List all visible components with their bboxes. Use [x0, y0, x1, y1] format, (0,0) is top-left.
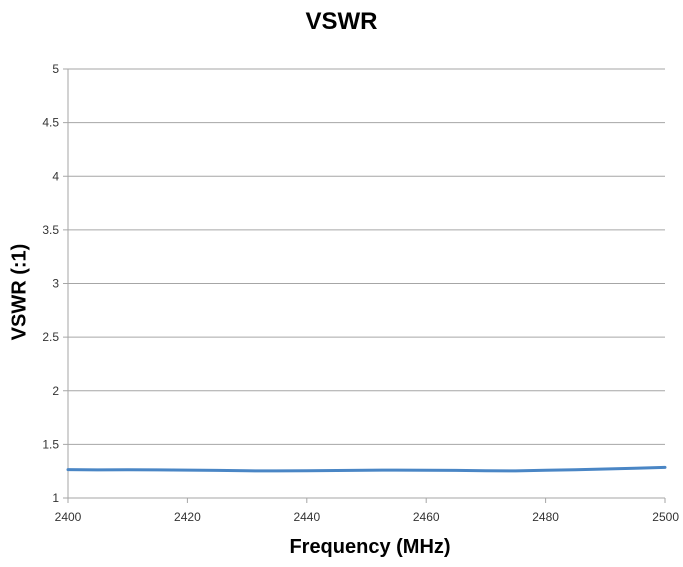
y-tick-label-0: 1	[52, 491, 59, 505]
x-tick-label-3: 2460	[413, 510, 440, 524]
y-tick-label-1: 1.5	[42, 437, 59, 451]
y-tick-label-8: 5	[52, 62, 59, 76]
x-tick-label-4: 2480	[532, 510, 559, 524]
y-tick-label-3: 2.5	[42, 330, 59, 344]
x-tick-label-0: 2400	[55, 510, 82, 524]
x-tick-label-1: 2420	[174, 510, 201, 524]
x-tick-label-5: 2500	[652, 510, 679, 524]
y-tick-label-7: 4.5	[42, 116, 59, 130]
chart-title: VSWR	[305, 8, 378, 35]
series-line-0	[66, 465, 667, 473]
x-axis-title: Frequency (MHz)	[289, 536, 451, 558]
y-tick-label-6: 4	[52, 169, 59, 183]
x-tick-label-2: 2440	[293, 510, 320, 524]
y-tick-label-2: 2	[52, 384, 59, 398]
y-tick-label-4: 3	[52, 277, 59, 291]
y-tick-label-5: 3.5	[42, 223, 59, 237]
y-axis-title: VSWR (:1)	[8, 243, 31, 341]
